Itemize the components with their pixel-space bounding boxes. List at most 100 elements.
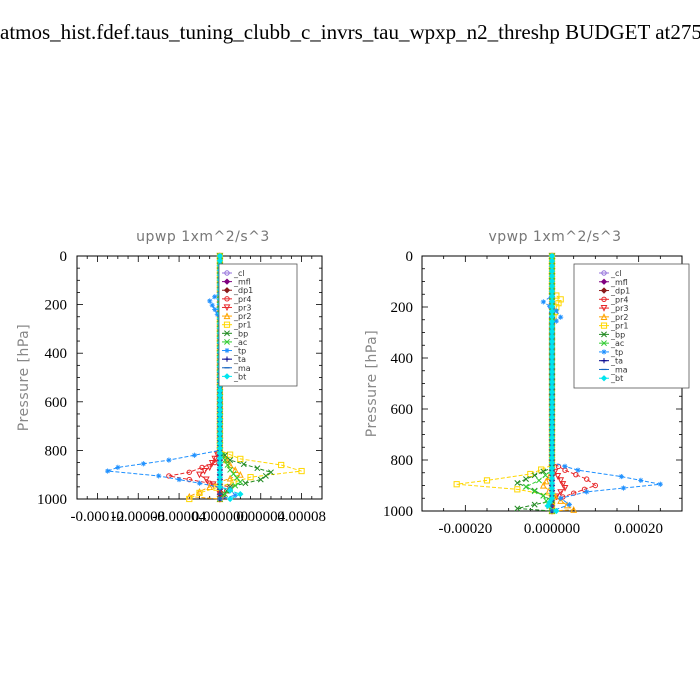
data-point [196, 487, 203, 495]
data-point [592, 482, 599, 489]
y-tick-label: 600 [45, 395, 68, 411]
data-point [514, 486, 521, 493]
data-point [542, 477, 550, 485]
legend-marker [601, 270, 607, 276]
data-point [540, 299, 546, 305]
legend-label: _cl [610, 269, 622, 278]
data-point [212, 306, 218, 313]
y-tick-label: 800 [45, 443, 68, 459]
data-point [242, 480, 249, 487]
legend-marker [224, 356, 230, 362]
data-point [196, 489, 203, 497]
y-tick-label: 800 [391, 453, 414, 469]
x-tick-label: -0.00008 [111, 509, 165, 525]
data-point [573, 471, 579, 478]
x-tick-label: 0.000000 [192, 509, 248, 525]
data-point [540, 468, 547, 475]
data-point [618, 473, 624, 480]
legend-marker [600, 375, 608, 382]
data-point [208, 460, 216, 467]
legend-box [573, 263, 690, 389]
data-point [514, 505, 521, 512]
data-point [206, 464, 214, 472]
x-tick-label: 0.000000 [524, 521, 580, 537]
data-point [254, 465, 261, 472]
legend-label: _bt [610, 374, 623, 383]
data-point [583, 476, 590, 482]
legend-marker [601, 358, 607, 364]
data-point [278, 461, 285, 469]
y-tick-label: 0 [60, 249, 68, 265]
data-point [224, 462, 231, 468]
legend-label: _pr2 [233, 312, 251, 321]
data-point [553, 308, 559, 314]
legend-label: _pr4 [610, 295, 628, 304]
y-axis-label: Pressure [hPa] [364, 330, 380, 437]
data-point [237, 490, 244, 498]
data-point [211, 455, 219, 463]
legend-label: _pr3 [233, 303, 251, 312]
data-point [453, 481, 460, 488]
data-point [247, 474, 254, 481]
y-tick-label: 0 [406, 249, 414, 265]
data-point [237, 455, 244, 463]
legend-marker [224, 330, 230, 337]
legend: _cl_mfl_dp1_pr4_pr3_pr2_pr1_bp_ac_tp_ta_… [573, 263, 690, 389]
data-point [558, 495, 564, 501]
data-point [222, 491, 228, 498]
legend-label: _mfl [610, 278, 628, 287]
data-point [226, 495, 234, 503]
chart-panel-upwp: upwp 1xm^2/s^3 Pressure [hPa] 0 200 400 600 80… [16, 229, 326, 525]
y-tick-label: 1000 [37, 492, 67, 508]
series-bt [544, 252, 560, 515]
data-point [536, 477, 542, 484]
data-point [531, 488, 538, 495]
data-point [514, 479, 521, 486]
data-point [483, 477, 491, 484]
legend-label: _ma [610, 365, 628, 374]
data-point [140, 461, 146, 467]
data-point [209, 302, 215, 308]
figure-title: atmos_hist.fdef.taus_tuning_clubb_c_invr… [0, 20, 700, 44]
legend-label: _ac [233, 338, 247, 347]
data-point [257, 476, 264, 483]
legend-label: _ta [233, 355, 246, 364]
series-line [524, 256, 553, 512]
legend-marker [601, 340, 607, 347]
legend-marker [600, 322, 608, 329]
series-line [516, 256, 554, 512]
legend-label: _pr4 [233, 295, 251, 304]
data-point [268, 469, 274, 476]
legend-marker [224, 270, 230, 276]
data-point [226, 487, 234, 494]
data-point [156, 473, 162, 479]
data-point [548, 495, 556, 502]
data-point [196, 471, 203, 479]
x-tick-label: -0.00004 [152, 509, 206, 525]
data-point [554, 473, 562, 480]
data-point [186, 469, 192, 475]
y-tick-label: 600 [391, 402, 414, 418]
legend-marker [223, 321, 231, 328]
legend-marker [223, 304, 231, 312]
legend-label: _pr1 [610, 322, 628, 331]
chart-panel-vpwp: vpwp 1xm^2/s^3 Pressure [hPa] 0 200 400 600 80… [364, 229, 690, 537]
data-point [557, 477, 565, 485]
legend-marker [600, 313, 608, 320]
data-point [657, 481, 663, 487]
data-point [542, 472, 549, 479]
data-point [262, 472, 269, 479]
data-point [191, 452, 197, 458]
data-point [559, 481, 567, 488]
data-point [186, 495, 193, 503]
data-point [539, 481, 547, 489]
chart-title: vpwp 1xm^2/s^3 [488, 229, 621, 245]
legend-label: _ma [233, 364, 251, 373]
y-tick-label: 400 [45, 346, 68, 362]
legend-marker [224, 296, 230, 302]
y-tick-label: 400 [391, 351, 414, 367]
x-tick-label: -0.00020 [438, 521, 492, 537]
legend-marker [223, 312, 231, 320]
